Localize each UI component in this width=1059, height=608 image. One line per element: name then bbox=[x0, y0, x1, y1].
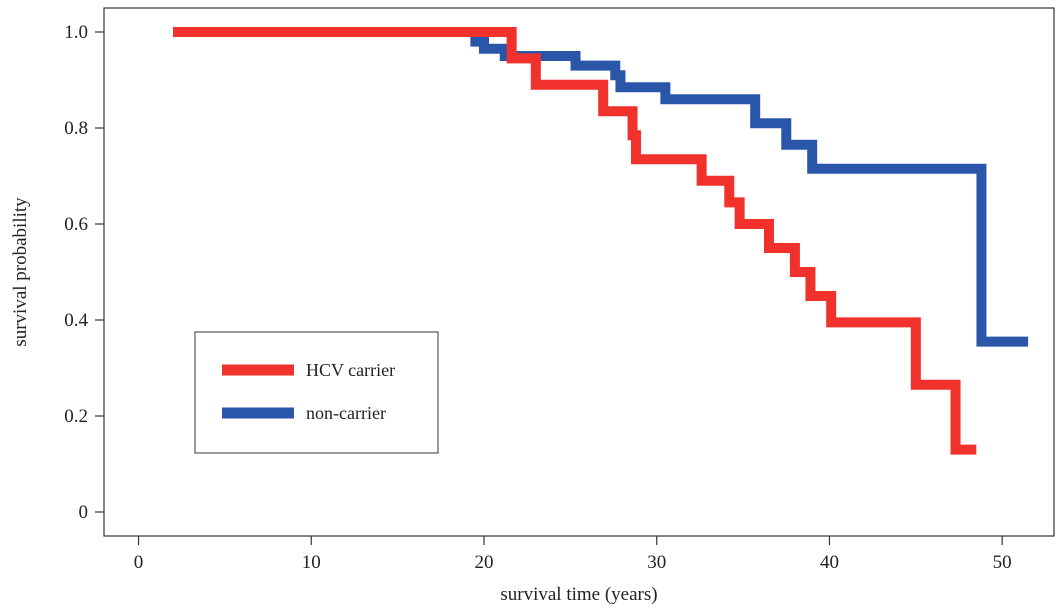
legend-label-hcv-carrier: HCV carrier bbox=[306, 360, 395, 380]
y-axis-ticks: 0 0.2 0.4 0.6 0.8 1.0 bbox=[64, 22, 104, 523]
x-axis-ticks: 0 10 20 30 40 50 bbox=[134, 536, 1012, 573]
x-tick-label: 10 bbox=[302, 552, 321, 573]
y-tick-label: 0.4 bbox=[64, 310, 88, 331]
y-tick-label: 0.6 bbox=[64, 214, 88, 235]
y-tick-label: 0 bbox=[79, 502, 89, 523]
plot-frame bbox=[103, 7, 1055, 537]
y-tick-label: 0.2 bbox=[64, 406, 88, 427]
x-tick-label: 0 bbox=[134, 552, 144, 573]
series-layer bbox=[173, 27, 1029, 455]
x-tick-label: 20 bbox=[475, 552, 494, 573]
series-line-hcv-carrier bbox=[173, 27, 977, 455]
legend: HCV carrier non-carrier bbox=[194, 331, 439, 454]
x-tick-label: 40 bbox=[820, 552, 839, 573]
legend-label-non-carrier: non-carrier bbox=[306, 403, 386, 423]
series-line-non-carrier bbox=[173, 27, 1029, 347]
y-axis-label: survival probability bbox=[10, 197, 31, 347]
x-tick-label: 50 bbox=[993, 552, 1012, 573]
legend-box bbox=[194, 331, 439, 454]
y-tick-label: 1.0 bbox=[64, 22, 88, 43]
y-tick-label: 0.8 bbox=[64, 118, 88, 139]
x-tick-label: 30 bbox=[647, 552, 666, 573]
x-axis-label: survival time (years) bbox=[500, 584, 657, 605]
